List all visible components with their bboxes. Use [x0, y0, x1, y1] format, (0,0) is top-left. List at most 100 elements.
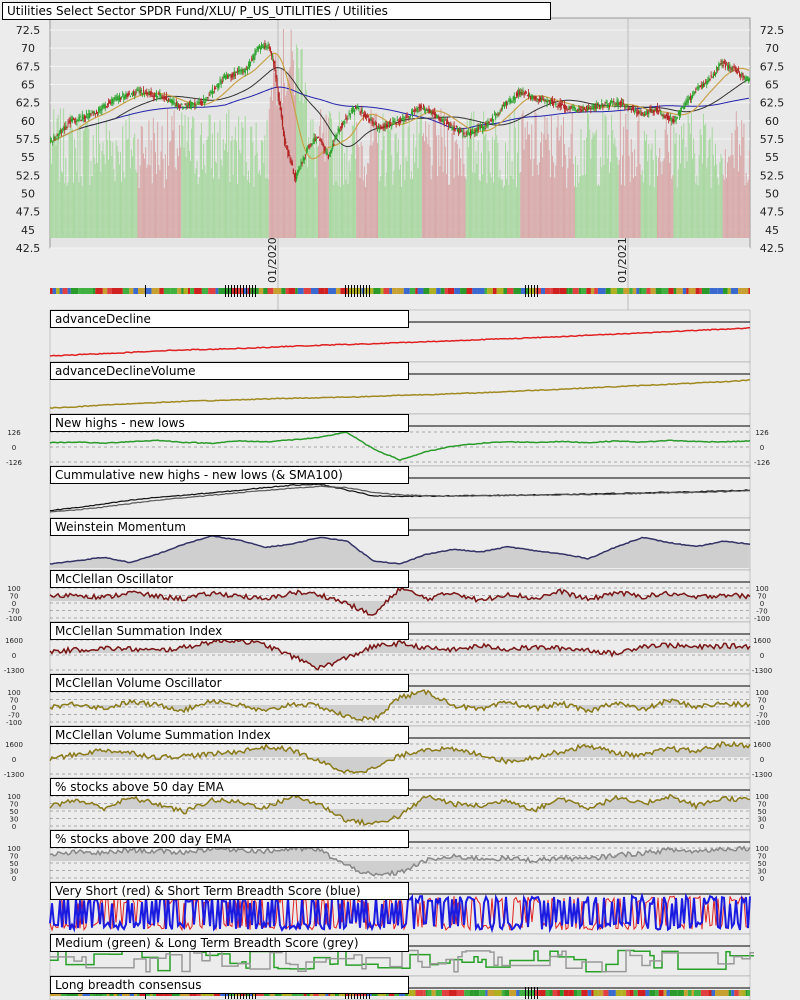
candle-body [184, 104, 186, 106]
candle-body [366, 115, 368, 118]
volume-bar [652, 159, 654, 238]
volume-bar [744, 185, 746, 238]
candle-body [584, 108, 587, 110]
volume-bar [207, 136, 209, 238]
volume-bar [231, 135, 233, 238]
volume-bar [547, 133, 549, 238]
panel-y-tick-left: 50 [10, 860, 19, 868]
volume-bar [151, 183, 153, 238]
volume-bar [120, 151, 121, 238]
volume-bar [274, 73, 276, 238]
candle-body [501, 105, 503, 109]
y-tick-label-left: 70 [21, 42, 35, 55]
candle-body [747, 79, 750, 81]
candle-body [261, 43, 263, 49]
volume-bar [674, 143, 676, 238]
panel-y-tick-left: 70 [10, 853, 19, 861]
candle-body [199, 101, 202, 104]
volume-bar [640, 174, 642, 238]
candle-body [426, 109, 428, 111]
candle-body [244, 69, 246, 74]
candle-body [491, 116, 494, 121]
candle-body [552, 99, 554, 106]
volume-bar [323, 117, 325, 238]
candle-body [719, 63, 721, 65]
strip-segment [67, 288, 71, 294]
volume-bar [616, 157, 618, 238]
volume-bar [627, 129, 629, 238]
panel-series-line [49, 586, 751, 616]
panel-y-tick-right: 100 [755, 793, 768, 801]
candle-body [457, 128, 460, 134]
candle-body [462, 132, 464, 135]
candle-body [466, 133, 468, 136]
volume-bar [59, 108, 61, 239]
volume-bar [741, 120, 743, 238]
volume-bar [95, 124, 97, 238]
panel-series-line [49, 740, 751, 775]
volume-bar [263, 163, 265, 238]
volume-bar [200, 122, 202, 238]
candle-body [638, 111, 640, 114]
candle-body [381, 126, 383, 128]
volume-bar [163, 187, 165, 238]
strip-segment [456, 990, 465, 996]
volume-bar [126, 139, 128, 238]
candle-body [425, 110, 427, 112]
candle-body [223, 75, 226, 78]
candle-body [641, 112, 643, 114]
candle-body [720, 63, 722, 65]
volume-bar [614, 138, 616, 238]
volume-bar [337, 185, 339, 238]
candle-body [510, 100, 512, 102]
strip-segment [133, 288, 139, 294]
volume-bar [141, 126, 143, 238]
candle-body [619, 101, 622, 105]
volume-bar [199, 135, 201, 238]
candle-body [401, 118, 403, 120]
volume-bar [422, 133, 424, 238]
volume-bar [310, 119, 312, 238]
volume-bar [404, 180, 406, 238]
candle-body [214, 87, 216, 90]
volume-bar [641, 170, 643, 238]
candle-body [334, 137, 336, 140]
strip-segment [504, 990, 510, 996]
volume-bar [660, 161, 662, 238]
volume-bar [485, 133, 487, 238]
volume-bar [498, 177, 500, 238]
volume-bar [328, 111, 330, 238]
volume-bar [693, 138, 695, 238]
candle-body [578, 108, 580, 111]
candle-body [450, 122, 452, 126]
candle-body [58, 133, 60, 135]
candle-body [627, 108, 629, 111]
strip-segment [593, 990, 599, 996]
volume-bar [730, 155, 732, 238]
candle-body [562, 104, 565, 106]
candle-body [117, 98, 120, 100]
volume-bar [670, 113, 672, 238]
candle-body [85, 116, 87, 118]
candle-body [680, 110, 682, 115]
volume-bar [182, 125, 184, 238]
candle-body [101, 105, 103, 111]
strip-segment [633, 990, 638, 996]
candle-body [92, 111, 94, 114]
volume-bar [734, 130, 736, 238]
candle-body [59, 129, 62, 134]
y-tick-label-left: 62.5 [16, 97, 41, 110]
candle-body [560, 103, 562, 106]
volume-bar [486, 183, 488, 238]
volume-bar [634, 149, 636, 238]
volume-bar [94, 164, 96, 238]
volume-bar [372, 141, 374, 238]
volume-bar [211, 133, 213, 238]
panel-title: McClellan Oscillator [50, 570, 409, 588]
panel-y-tick-right: 0 [760, 444, 764, 452]
candle-body [605, 101, 607, 103]
volume-bar [350, 154, 352, 238]
volume-bar [88, 128, 90, 238]
volume-bar [237, 183, 239, 238]
panel-y-tick-right: -126 [754, 459, 770, 467]
